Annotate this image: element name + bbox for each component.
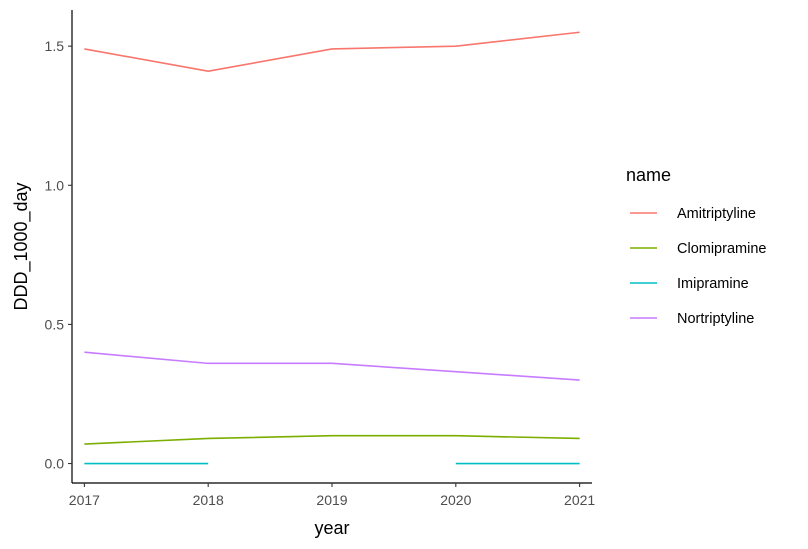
series-line-nortriptyline: [84, 351, 580, 381]
legend-items: Amitriptyline Clomipramine Imipramine Nortr…: [630, 206, 766, 327]
x-tick-label: 2017: [69, 492, 100, 508]
y-tick-label: 0.5: [45, 316, 65, 332]
legend-label: Amitriptyline: [677, 206, 756, 222]
legend-label: Clomipramine: [677, 241, 766, 257]
legend-label: Imipramine: [677, 276, 749, 292]
y-axis-title: DDD_1000_day: [11, 182, 32, 310]
y-tick-label: 0.0: [45, 456, 65, 472]
legend-title: name: [626, 165, 671, 185]
x-tick-label: 2021: [564, 492, 595, 508]
x-tick-label: 2019: [316, 492, 347, 508]
y-tick-label: 1.5: [45, 38, 65, 54]
legend: name Amitriptyline Clomipramine Imipramine…: [626, 165, 766, 327]
x-ticks: 2017 2018 2019 2020 2021: [69, 483, 595, 508]
series-line-clomipramine: [84, 434, 580, 445]
x-axis-title: year: [314, 518, 349, 538]
legend-label: Nortriptyline: [677, 311, 754, 327]
series-line-amitriptyline: [84, 31, 580, 73]
y-tick-label: 1.0: [45, 177, 65, 193]
series-layer: [84, 31, 580, 465]
y-ticks: 0.0 0.5 1.0 1.5: [45, 38, 72, 472]
x-tick-label: 2020: [440, 492, 471, 508]
x-tick-label: 2018: [193, 492, 224, 508]
